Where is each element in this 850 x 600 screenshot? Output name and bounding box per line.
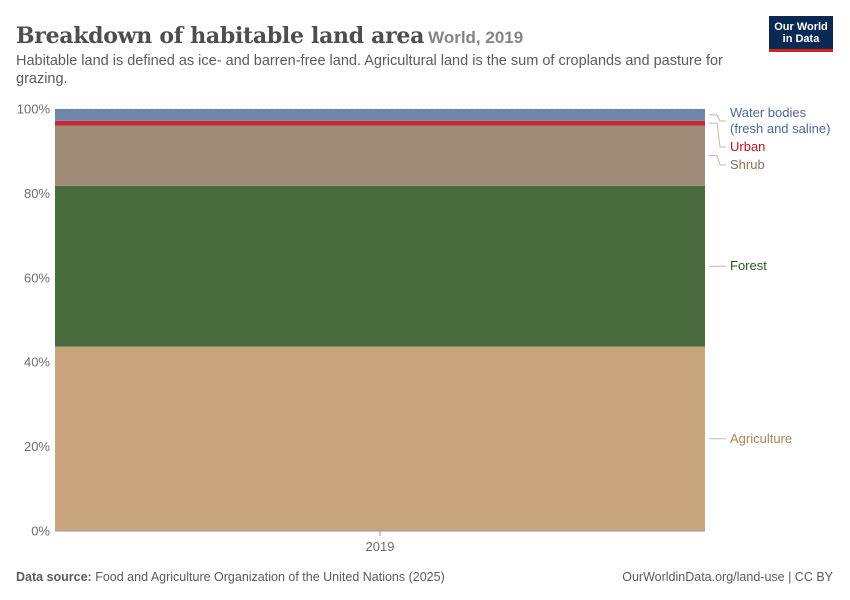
title-entity: World, 2019 [428,28,524,47]
bar-segment [55,125,705,186]
y-tick-label: 100% [17,102,51,117]
license-link[interactable]: OurWorldinData.org/land-use | CC BY [622,570,833,584]
y-tick-label: 0% [31,524,50,539]
chart-title: Breakdown of habitable land area World, 2… [16,14,523,51]
legend-label-line: Shrub [730,157,765,172]
logo-line-1: Our World [774,21,828,33]
legend-label-line: Water bodies [730,105,807,120]
logo-line-2: in Data [782,33,820,45]
bar-segment [55,346,705,531]
chart-subtitle: Habitable land is defined as ice- and ba… [16,53,723,87]
source-text[interactable]: Food and Agriculture Organization of the… [95,570,445,584]
y-tick-label: 20% [24,439,50,454]
chart-area: 0% 20% 40% 60% 80% 100% 2019 Water bodies (fresh… [17,102,831,555]
legend-label-line: (fresh and saline) [730,121,830,136]
source-label: Data source: [16,570,92,584]
bar-segment [55,109,705,121]
title-text: Breakdown of habitable land area [16,23,425,49]
y-tick-label: 40% [24,355,50,370]
y-tick-label: 80% [24,186,50,201]
legend-label-line: Agriculture [730,431,792,446]
legend-label: Agriculture [730,431,792,446]
legend-connector [709,155,726,166]
legend-connector [709,114,726,122]
bar-segment [55,120,705,126]
legend-connector [709,122,726,148]
data-source: Data source: Food and Agriculture Organi… [16,570,445,584]
legend-label-line: Forest [730,258,767,273]
owid-logo[interactable]: Our World in Data [769,16,833,52]
y-tick-label: 60% [24,270,50,285]
x-tick-label: 2019 [366,539,395,554]
legend-label-line: Urban [730,139,765,154]
legend-label: Water bodies (fresh and saline) [730,105,830,136]
legend-label: Urban [730,139,765,154]
bar-segment [55,185,705,347]
legend-label: Forest [730,258,767,273]
legend-label: Shrub [730,157,765,172]
